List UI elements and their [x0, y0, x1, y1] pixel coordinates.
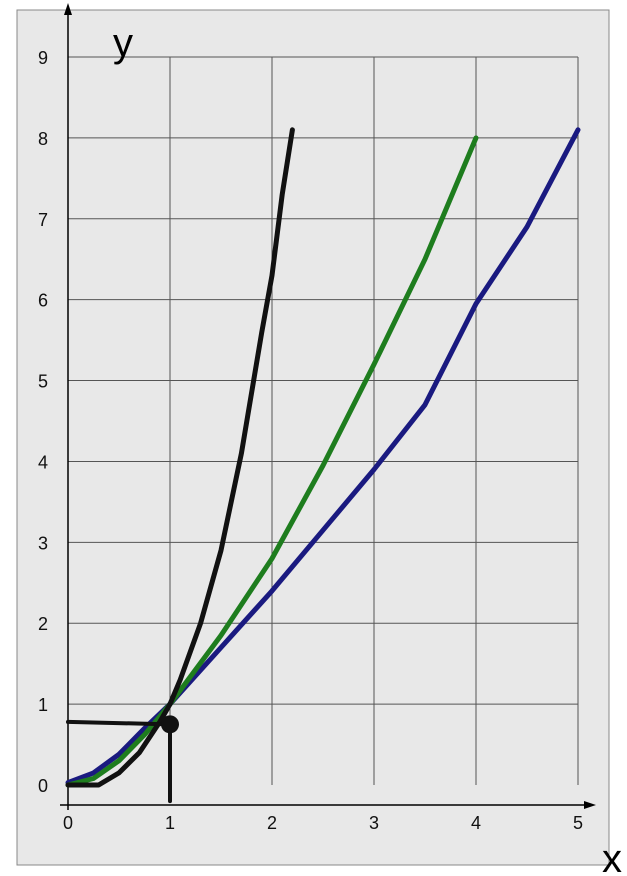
y-tick-label-2: 2 — [38, 614, 48, 634]
horizontal-guide-line — [66, 719, 172, 727]
y-tick-label-6: 6 — [38, 291, 48, 311]
y-tick-label-5: 5 — [38, 372, 48, 392]
y-tick-label-9: 9 — [38, 48, 48, 68]
blue-curve — [65, 127, 581, 786]
x-tick-label-0: 0 — [63, 813, 73, 833]
y-tick-label-1: 1 — [38, 695, 48, 715]
y-tick-label-3: 3 — [38, 533, 48, 553]
grid-lines — [68, 56, 579, 785]
x-axis-arrow — [584, 801, 596, 809]
x-tick-label-1: 1 — [165, 813, 175, 833]
black-curve — [65, 127, 295, 788]
guide-lines — [66, 715, 179, 804]
curves — [65, 127, 581, 788]
x-tick-label-2: 2 — [267, 813, 277, 833]
y-axis-label: y — [113, 21, 133, 65]
y-tick-label-7: 7 — [38, 210, 48, 230]
x-tick-label-4: 4 — [471, 813, 481, 833]
green-curve — [65, 135, 479, 788]
y-tick-label-0: 0 — [38, 776, 48, 796]
axes — [60, 3, 596, 810]
y-tick-label-4: 4 — [38, 452, 48, 472]
x-tick-label-3: 3 — [369, 813, 379, 833]
intersection-marker — [161, 715, 179, 734]
y-axis-arrow — [64, 3, 72, 15]
tick-labels: 0 1 2 3 4 5 0 1 2 3 4 5 6 7 8 9 — [38, 48, 583, 833]
y-tick-label-8: 8 — [38, 129, 48, 149]
x-axis-label: x — [602, 837, 622, 876]
x-tick-label-5: 5 — [573, 813, 583, 833]
